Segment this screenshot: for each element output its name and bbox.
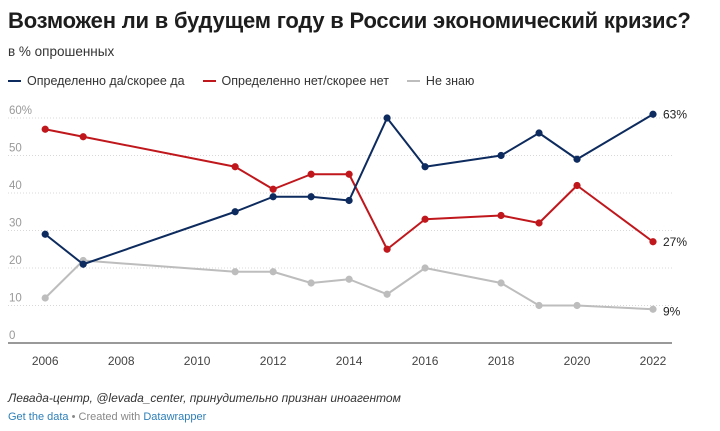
end-label: 63% bbox=[663, 107, 687, 121]
data-point bbox=[497, 279, 505, 287]
data-point bbox=[269, 193, 277, 201]
data-point bbox=[421, 264, 429, 272]
data-point bbox=[41, 230, 49, 238]
series-line-2 bbox=[44, 259, 654, 311]
chart-subtitle: в % опрошенных bbox=[8, 44, 115, 59]
footer-links: Get the data • Created with Datawrapper bbox=[8, 411, 206, 423]
datawrapper-link[interactable]: Datawrapper bbox=[143, 411, 207, 423]
y-tick-label: 30 bbox=[9, 218, 22, 230]
data-point bbox=[231, 163, 239, 171]
data-point bbox=[269, 268, 277, 276]
x-tick-label: 2016 bbox=[412, 354, 439, 368]
data-point bbox=[41, 125, 49, 133]
data-point bbox=[231, 268, 239, 276]
data-point bbox=[573, 155, 581, 163]
legend: Определенно да/скорее да Определенно нет… bbox=[8, 74, 492, 88]
x-tick-label: 2006 bbox=[32, 354, 59, 368]
data-point bbox=[383, 245, 391, 253]
x-tick-label: 2020 bbox=[564, 354, 591, 368]
legend-item-no[interactable]: Определенно нет/скорее нет bbox=[202, 74, 389, 88]
legend-item-yes[interactable]: Определенно да/скорее да bbox=[8, 74, 185, 88]
data-point bbox=[383, 290, 391, 298]
data-point bbox=[41, 294, 49, 302]
legend-label-dont-know: Не знаю bbox=[425, 74, 475, 88]
data-point bbox=[383, 114, 391, 122]
legend-swatch-dont-know bbox=[406, 80, 420, 82]
data-point bbox=[79, 133, 87, 141]
footer-separator: • Created with bbox=[68, 411, 144, 423]
data-point bbox=[345, 196, 353, 205]
x-tick-label: 2012 bbox=[260, 354, 287, 368]
series-line-0 bbox=[44, 113, 654, 266]
data-point bbox=[497, 151, 505, 160]
legend-label-no: Определенно нет/скорее нет bbox=[221, 74, 389, 88]
y-tick-label: 40 bbox=[9, 180, 22, 192]
data-point bbox=[535, 301, 543, 310]
y-tick-label: 50 bbox=[9, 143, 22, 155]
data-point bbox=[231, 208, 239, 216]
x-tick-label: 2018 bbox=[488, 354, 515, 368]
data-point bbox=[307, 170, 315, 178]
y-tick-label: 20 bbox=[9, 255, 22, 267]
data-point bbox=[307, 279, 315, 287]
legend-label-yes: Определенно да/скорее да bbox=[27, 74, 185, 88]
data-point bbox=[535, 219, 543, 227]
end-label: 9% bbox=[663, 304, 681, 318]
x-tick-label: 2022 bbox=[640, 354, 667, 368]
data-point bbox=[307, 193, 315, 201]
end-label: 27% bbox=[663, 235, 687, 249]
data-point bbox=[649, 110, 657, 118]
line-chart: 0 10 20 30 40 50 60% 2006 2008 2010 2012 2014 2016 20… bbox=[8, 105, 687, 368]
data-point bbox=[345, 170, 353, 178]
legend-swatch-yes bbox=[8, 80, 21, 82]
data-point bbox=[345, 275, 353, 283]
data-point bbox=[535, 129, 543, 137]
legend-item-dont-know[interactable]: Не знаю bbox=[406, 74, 475, 88]
data-point bbox=[573, 181, 581, 190]
legend-swatch-no bbox=[202, 80, 216, 82]
data-point bbox=[269, 185, 277, 193]
data-point bbox=[573, 301, 581, 310]
y-tick-label: 10 bbox=[9, 293, 22, 305]
source-note: Левада-центр, @levada_center, принудител… bbox=[8, 391, 401, 405]
x-tick-label: 2010 bbox=[184, 354, 211, 368]
y-tick-label: 0 bbox=[9, 330, 15, 342]
data-point bbox=[79, 260, 87, 268]
chart-title: Возможен ли в будущем году в России экон… bbox=[8, 8, 691, 33]
data-point bbox=[649, 238, 657, 246]
get-data-link[interactable]: Get the data bbox=[8, 411, 69, 423]
series-line-1 bbox=[45, 128, 654, 251]
data-point bbox=[421, 215, 429, 223]
x-tick-label: 2008 bbox=[108, 354, 135, 368]
data-point bbox=[421, 163, 429, 171]
y-tick-label: 60% bbox=[9, 105, 32, 117]
data-point bbox=[649, 305, 657, 313]
data-point bbox=[497, 211, 505, 220]
x-tick-label: 2014 bbox=[336, 354, 363, 368]
